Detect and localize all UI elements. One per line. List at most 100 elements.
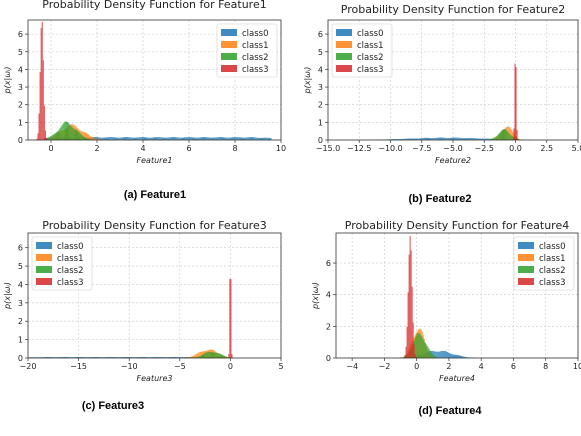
legend-label: class1 xyxy=(242,41,269,51)
hist-bar xyxy=(252,137,254,140)
hist-bar xyxy=(490,138,492,140)
hist-bar xyxy=(94,138,96,140)
hist-bar xyxy=(67,122,69,140)
hist-bar xyxy=(73,357,75,358)
hist-bar xyxy=(90,357,92,358)
hist-bar xyxy=(414,338,416,358)
hist-bar xyxy=(146,357,148,358)
hist-bar xyxy=(153,357,155,358)
hist-bar xyxy=(54,133,56,140)
hist-bar xyxy=(229,137,231,140)
hist-bar xyxy=(186,357,188,358)
hist-bar xyxy=(128,357,130,358)
hist-bar xyxy=(230,279,232,358)
hist-bar xyxy=(70,357,72,358)
hist-bar xyxy=(461,355,463,358)
hist-bar xyxy=(91,357,93,358)
hist-bar xyxy=(433,351,435,358)
hist-bar xyxy=(136,357,138,358)
hist-bar xyxy=(453,354,455,358)
hist-bar xyxy=(451,137,453,140)
hist-bar xyxy=(445,351,447,358)
hist-bar xyxy=(465,138,467,140)
hist-bar xyxy=(454,354,456,358)
hist-bar xyxy=(67,357,69,358)
hist-bar xyxy=(245,137,247,140)
hist-bar xyxy=(170,137,172,140)
hist-bar xyxy=(98,137,100,140)
hist-bar xyxy=(71,126,73,140)
hist-bar xyxy=(162,137,164,140)
hist-bar xyxy=(44,130,46,140)
legend-label: class2 xyxy=(539,266,566,276)
hist-bar xyxy=(184,357,186,358)
hist-bar xyxy=(474,138,476,140)
hist-bar xyxy=(399,139,401,140)
y-tick-label: 4 xyxy=(18,280,23,289)
hist-bar xyxy=(139,137,141,140)
hist-bar xyxy=(243,137,245,140)
hist-bar xyxy=(241,137,244,140)
hist-bar xyxy=(59,357,61,358)
y-tick-label: 1 xyxy=(18,118,23,127)
hist-bar xyxy=(92,137,94,140)
y-tick-label: 0 xyxy=(318,136,323,145)
figure-caption: (b) Feature2 xyxy=(409,193,472,205)
hist-bar xyxy=(255,137,257,140)
hist-bar xyxy=(140,356,142,358)
hist-bar xyxy=(133,357,135,358)
hist-bar xyxy=(402,357,404,358)
x-axis-label: Feature3 xyxy=(137,374,173,383)
hist-bar xyxy=(206,137,208,140)
hist-bar xyxy=(430,138,432,140)
y-tick-label: 4 xyxy=(18,65,23,74)
hist-bar xyxy=(505,129,507,140)
hist-bar xyxy=(174,356,176,358)
hist-bar xyxy=(228,354,230,358)
hist-bar xyxy=(186,137,188,140)
y-tick-label: 0 xyxy=(326,354,331,363)
hist-bar xyxy=(431,353,433,358)
hist-bar xyxy=(204,137,206,140)
x-tick-label: −7.5 xyxy=(412,144,431,153)
hist-bar xyxy=(178,357,180,358)
hist-bar xyxy=(216,352,218,358)
legend: class0 class1 class2 class3 xyxy=(216,23,278,78)
hist-bar xyxy=(54,357,56,358)
legend-label: class3 xyxy=(57,278,84,288)
hist-bar xyxy=(190,137,192,140)
hist-bar xyxy=(432,138,434,140)
hist-bar xyxy=(510,128,512,140)
hist-bar xyxy=(223,137,225,140)
hist-bar xyxy=(115,357,117,358)
hist-bar xyxy=(75,357,77,358)
hist-bar xyxy=(508,132,510,140)
hist-bar xyxy=(220,354,222,358)
hist-bar xyxy=(503,129,505,140)
hist-bar xyxy=(259,137,261,140)
legend-swatch xyxy=(336,53,352,60)
hist-bar xyxy=(124,356,127,358)
hist-bar xyxy=(82,357,84,358)
hist-bar xyxy=(210,351,212,358)
hist-bar xyxy=(78,132,80,140)
hist-bar xyxy=(509,133,511,140)
legend: class0 class1 class2 class3 xyxy=(31,236,93,291)
hist-bar xyxy=(209,351,211,358)
hist-bar xyxy=(434,138,436,140)
hist-bar xyxy=(476,138,478,140)
hist-bar xyxy=(201,354,203,358)
hist-bar xyxy=(118,357,120,358)
x-tick-label: −20 xyxy=(20,362,37,371)
hist-bar xyxy=(94,356,96,358)
hist-bar xyxy=(182,137,185,140)
hist-bar xyxy=(51,135,53,140)
x-tick-label: 6 xyxy=(511,362,516,371)
hist-bar xyxy=(268,137,270,140)
hist-bar xyxy=(472,138,474,140)
hist-bar xyxy=(111,356,113,358)
hist-bar xyxy=(248,137,250,140)
hist-bar xyxy=(459,355,461,358)
hist-bar xyxy=(428,349,430,358)
hist-bar xyxy=(46,356,49,358)
